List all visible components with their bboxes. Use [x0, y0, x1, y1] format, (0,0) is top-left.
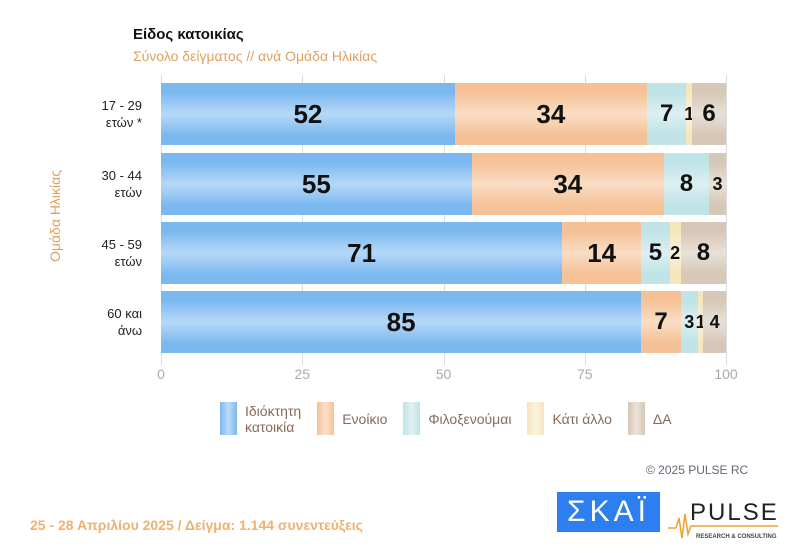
- category-label: 30 - 44 ετών: [101, 168, 142, 200]
- bar-segment: 14: [562, 222, 642, 284]
- bar-segment: 6: [692, 83, 726, 145]
- legend-swatch: [317, 402, 335, 435]
- bar-segment: 7: [646, 83, 687, 145]
- bar-segment: 55: [161, 153, 472, 215]
- svg-text:PULSE: PULSE: [690, 499, 779, 526]
- footer-sample-info: 25 - 28 Απριλίου 2025 / Δείγμα: 1.144 συ…: [30, 517, 363, 533]
- category-label: 45 - 59 ετών: [101, 237, 142, 269]
- bar-segment: 85: [161, 291, 642, 353]
- bar-segment: 7: [641, 291, 681, 353]
- bar-segment: 8: [663, 153, 710, 215]
- legend-item: ΔΑ: [627, 402, 672, 435]
- legend-swatch: [627, 402, 645, 435]
- legend-item: Φιλοξενούμαι: [403, 402, 511, 435]
- bar-segment: 34: [454, 83, 647, 145]
- legend-label: Κάτι άλλο: [552, 410, 612, 427]
- gridline: [584, 75, 586, 365]
- legend-label: Ενοίκιο: [342, 410, 388, 427]
- bar-segment: 71: [161, 222, 563, 284]
- legend-item: Κάτι άλλο: [527, 402, 612, 435]
- legend-item: Ενοίκιο: [317, 402, 387, 435]
- bar-segment: 1: [684, 83, 694, 145]
- x-tick-label: 50: [435, 366, 452, 382]
- plot-area: 52 34 7 1 6 55 34 8 3 71 14 5 2 8 85 7 3 1 4: [161, 75, 727, 365]
- bar-segment: 1: [696, 291, 706, 353]
- x-tick-label: 0: [157, 366, 165, 382]
- legend-item: Ιδιόκτητη κατοικία: [220, 402, 301, 435]
- bar-segment: 34: [471, 153, 664, 215]
- legend-swatch: [527, 402, 545, 435]
- bar-segment: 2: [669, 222, 681, 284]
- category-label: 60 και άνω: [107, 306, 142, 338]
- legend-swatch: [403, 402, 421, 435]
- gridline: [302, 75, 304, 365]
- gridline: [161, 75, 162, 365]
- bar-segment: 3: [680, 291, 698, 353]
- pulse-logo: PULSE RESEARCH & CONSULTING: [668, 499, 779, 540]
- bar-segment: 52: [161, 83, 455, 145]
- legend-label: Ιδιόκτητη κατοικία: [245, 402, 302, 435]
- bar-segment: 5: [641, 222, 670, 284]
- bar-segment: 4: [703, 291, 726, 353]
- chart-title: Είδος κατοικίας: [133, 26, 244, 43]
- bar-segment: 3: [709, 153, 726, 215]
- legend: Ιδιόκτητη κατοικία Ενοίκιο Φιλοξενούμαι Κάτι…: [220, 402, 678, 435]
- chart-subtitle: Σύνολο δείγματος // ανά Ομάδα Ηλικίας: [133, 48, 378, 64]
- svg-text:RESEARCH & CONSULTING: RESEARCH & CONSULTING: [696, 534, 777, 540]
- bar-segment: 8: [680, 222, 726, 284]
- skai-logo: ΣΚΑΪ: [557, 492, 660, 532]
- legend-label: ΔΑ: [652, 410, 672, 427]
- legend-swatch: [220, 402, 237, 435]
- copyright: © 2025 PULSE RC: [646, 463, 749, 477]
- x-tick-label: 75: [576, 366, 593, 382]
- legend-label: Φιλοξενούμαι: [428, 410, 512, 427]
- gridline: [726, 75, 727, 365]
- category-label: 17 - 29 ετών *: [101, 98, 142, 130]
- x-tick-label: 25: [294, 366, 311, 382]
- gridline: [443, 75, 445, 365]
- x-tick-label: 100: [714, 366, 738, 382]
